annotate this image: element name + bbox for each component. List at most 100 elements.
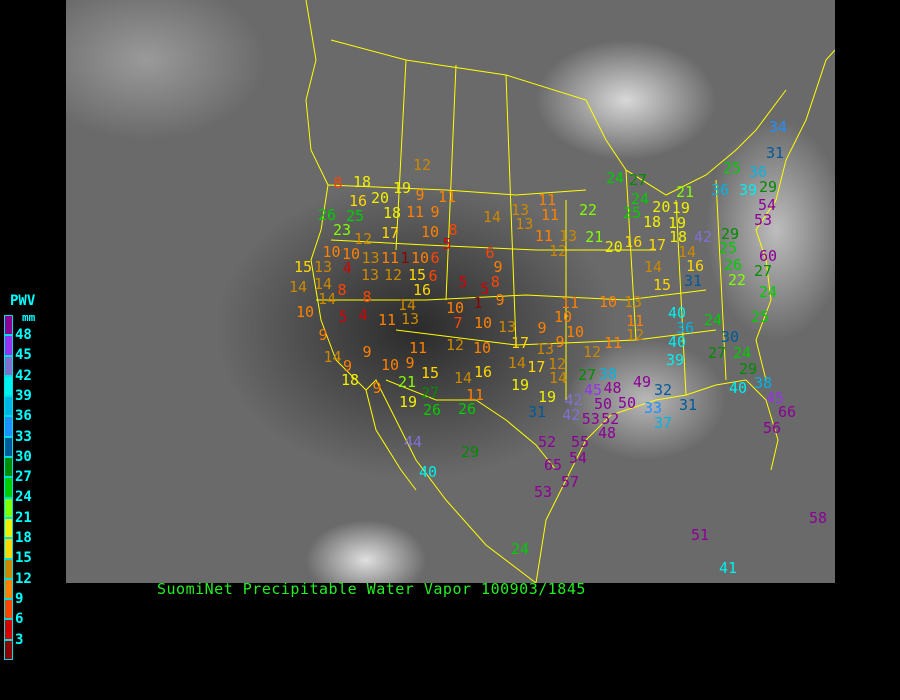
station-pwv-value: 11 [378, 310, 397, 329]
station-pwv-value: 9 [555, 332, 565, 351]
station-pwv-value: 12 [548, 354, 567, 373]
station-pwv-value: 13 [314, 257, 333, 276]
legend-swatch [4, 558, 13, 579]
station-pwv-value: 48 [603, 379, 622, 398]
station-pwv-value: 9 [362, 342, 372, 361]
station-pwv-value: 12 [626, 326, 645, 345]
station-pwv-value: 6 [430, 248, 440, 267]
station-pwv-value: 19 [671, 199, 690, 218]
station-pwv-value: 27 [708, 343, 727, 362]
legend-swatch [4, 517, 13, 539]
station-pwv-value: 8 [448, 220, 458, 239]
legend-label: 24 [15, 489, 32, 506]
map-caption: SuomiNet Precipitable Water Vapor 100903… [157, 580, 586, 598]
station-pwv-value: 8 [490, 272, 500, 291]
legend-label: 39 [15, 387, 32, 404]
legend-label: 12 [15, 570, 32, 587]
west-coastline [305, 0, 537, 583]
station-pwv-value: 4 [342, 259, 352, 278]
station-pwv-value: 15 [294, 257, 313, 276]
station-pwv-value: 26 [423, 400, 442, 419]
station-pwv-value: 16 [624, 232, 643, 251]
station-pwv-value: 19 [399, 392, 418, 411]
legend-label: 33 [15, 428, 32, 445]
legend-label: 3 [15, 631, 24, 648]
station-pwv-value: 13 [515, 215, 534, 234]
station-pwv-value: 27 [421, 383, 440, 402]
station-pwv-value: 51 [691, 525, 710, 544]
station-pwv-value: 5 [480, 279, 490, 298]
station-pwv-value: 36 [676, 318, 695, 337]
station-pwv-value: 52 [601, 409, 620, 428]
station-pwv-value: 19 [511, 375, 530, 394]
station-pwv-value: 18 [353, 172, 372, 191]
station-pwv-value: 24 [759, 282, 778, 301]
station-pwv-value: 31 [528, 402, 547, 421]
station-pwv-value: 13 [559, 227, 578, 246]
baja-coastline [365, 389, 417, 491]
legend-swatch [4, 436, 13, 458]
station-pwv-value: 10 [566, 322, 585, 341]
station-pwv-value: 24 [733, 343, 752, 362]
legend-swatch [4, 497, 13, 518]
station-pwv-value: 14 [549, 369, 568, 388]
station-pwv-value: 21 [585, 227, 604, 246]
station-pwv-value: 55 [571, 432, 590, 451]
state-lines [316, 59, 727, 400]
station-pwv-value: 15 [421, 363, 440, 382]
station-pwv-value: 44 [404, 432, 423, 451]
station-pwv-value: 14 [454, 368, 473, 387]
station-pwv-value: 27 [754, 261, 773, 280]
station-pwv-value: 9 [372, 378, 382, 397]
legend-swatch [4, 355, 13, 376]
station-pwv-value: 52 [538, 432, 557, 451]
station-pwv-value: 15 [408, 265, 427, 284]
station-pwv-value: 40 [668, 304, 687, 323]
station-pwv-value: 10 [554, 308, 573, 327]
station-pwv-value: 29 [739, 359, 758, 378]
station-pwv-value: 10 [599, 292, 618, 311]
station-pwv-value: 34 [769, 117, 788, 136]
station-pwv-value: 18 [341, 371, 360, 390]
station-pwv-value: 7 [453, 313, 463, 332]
station-pwv-value: 45 [766, 388, 785, 407]
station-pwv-value: 14 [323, 347, 342, 366]
station-pwv-value: 12 [354, 230, 373, 249]
station-pwv-value: 39 [739, 180, 758, 199]
station-pwv-value: 33 [644, 398, 663, 417]
station-pwv-value: 53 [581, 409, 600, 428]
station-pwv-value: 13 [536, 340, 555, 359]
station-pwv-value: 40 [668, 333, 687, 352]
station-pwv-value: 26 [318, 205, 337, 224]
station-pwv-value: 11 [561, 293, 580, 312]
legend-swatch [4, 578, 13, 600]
station-pwv-value: 31 [679, 395, 698, 414]
station-pwv-value: 24 [511, 539, 530, 558]
station-pwv-value: 10 [421, 222, 440, 241]
station-pwv-value: 66 [778, 403, 797, 421]
station-pwv-value: 11 [438, 187, 457, 206]
station-pwv-value: 9 [343, 356, 353, 375]
station-pwv-value: 18 [643, 212, 662, 231]
station-pwv-value: 13 [498, 317, 517, 336]
station-pwv-value: 27 [629, 170, 648, 189]
legend-label: 48 [15, 327, 32, 343]
station-pwv-value: 17 [527, 357, 546, 376]
station-pwv-value: 31 [684, 271, 703, 290]
station-pwv-value: 57 [561, 472, 580, 491]
legend-swatch [4, 396, 13, 417]
station-pwv-value: 31 [766, 143, 785, 162]
station-pwv-value: 9 [415, 185, 425, 204]
legend-label: 18 [15, 530, 32, 546]
station-pwv-value: 15 [653, 275, 672, 294]
station-pwv-value: 60 [759, 247, 778, 266]
station-pwv-value: 14 [289, 277, 308, 296]
station-pwv-value: 26 [724, 256, 743, 275]
station-pwv-value: 9 [318, 325, 328, 344]
legend-label: 42 [15, 367, 32, 384]
station-pwv-value: 11 [626, 311, 645, 330]
station-pwv-value: 21 [676, 182, 695, 201]
station-pwv-value: 11 [538, 191, 557, 210]
legend-label: 27 [15, 469, 32, 486]
station-pwv-value: 14 [483, 207, 502, 226]
